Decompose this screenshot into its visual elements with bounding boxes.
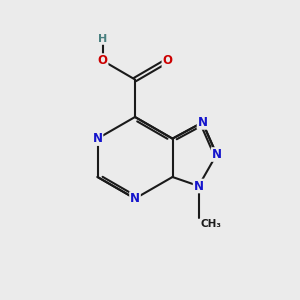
Text: N: N bbox=[194, 179, 204, 193]
Text: N: N bbox=[130, 192, 140, 205]
Text: H: H bbox=[98, 34, 107, 44]
Text: O: O bbox=[98, 54, 108, 67]
Text: N: N bbox=[197, 116, 208, 129]
Text: O: O bbox=[162, 54, 172, 67]
Text: CH₃: CH₃ bbox=[200, 219, 221, 229]
Text: N: N bbox=[212, 148, 222, 161]
Text: N: N bbox=[92, 132, 103, 145]
